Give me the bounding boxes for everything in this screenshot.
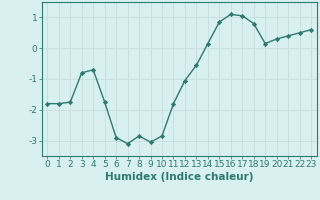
X-axis label: Humidex (Indice chaleur): Humidex (Indice chaleur) [105,172,253,182]
